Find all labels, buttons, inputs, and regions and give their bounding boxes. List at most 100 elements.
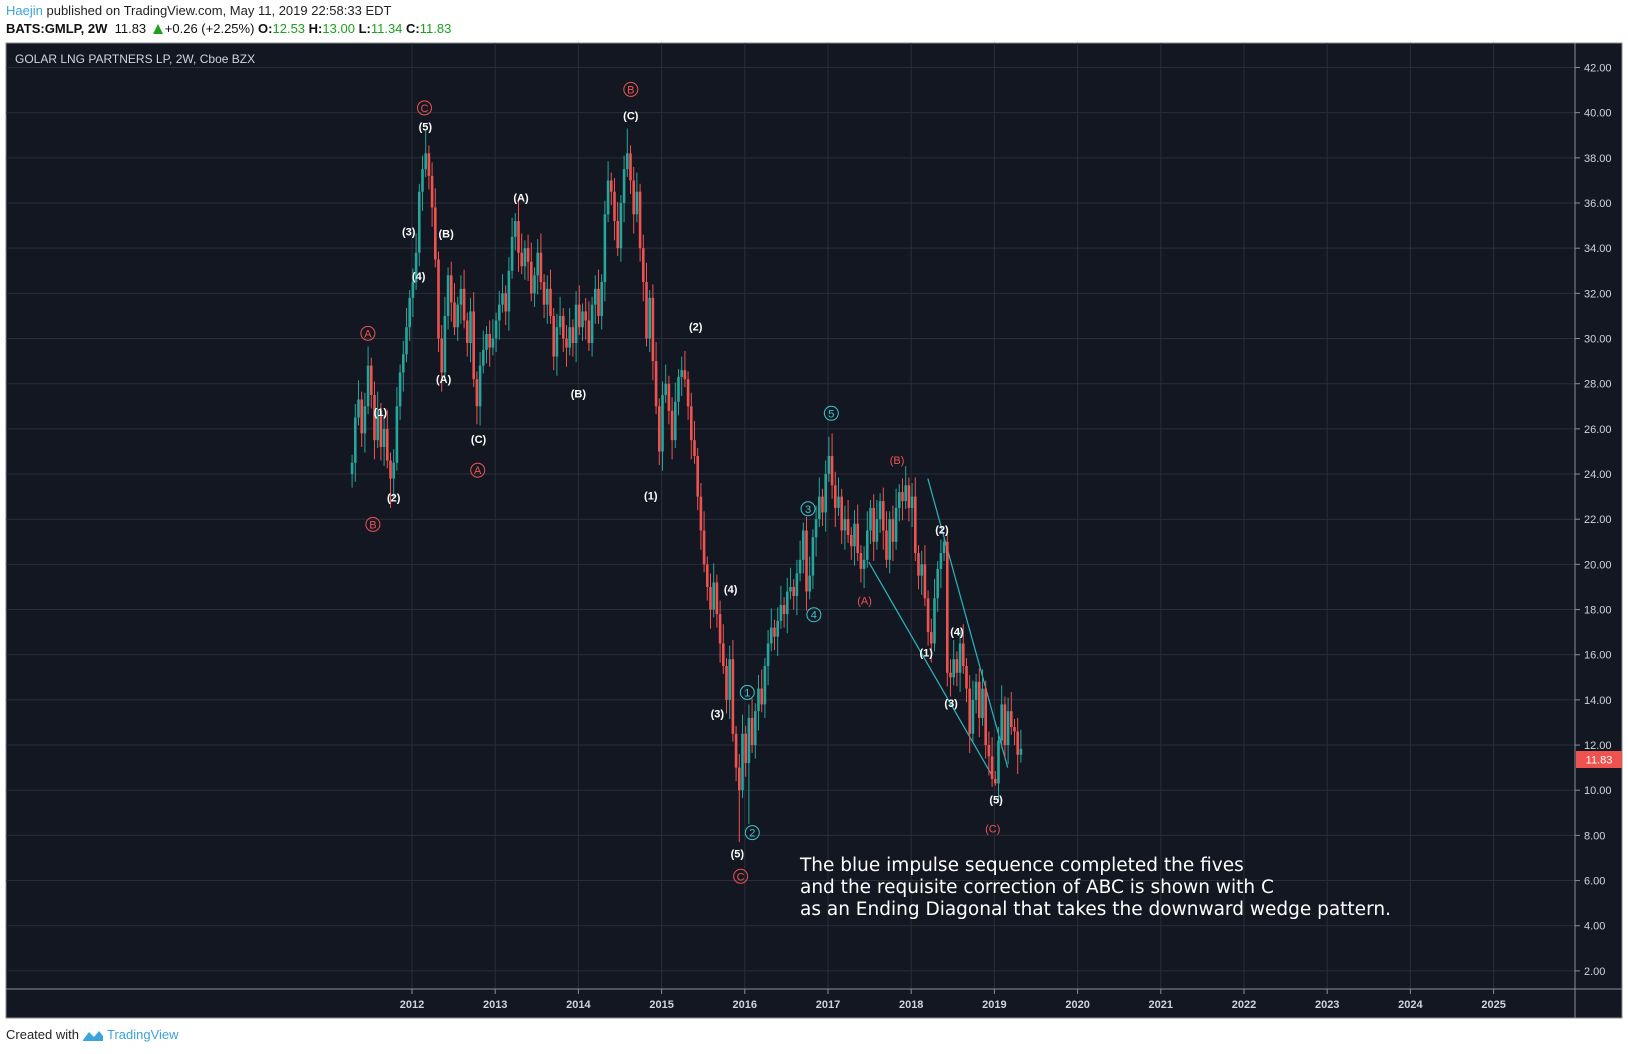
candle-body [894, 507, 898, 542]
price-tick-label: 36.00 [1584, 198, 1612, 210]
candle-body [405, 327, 408, 355]
candle-body [520, 252, 523, 267]
candle [1019, 729, 1023, 763]
author-link[interactable]: Haejin [6, 3, 43, 18]
candle-body [705, 564, 709, 587]
wave-label-text: (4) [724, 584, 738, 596]
candle-body [385, 428, 389, 461]
candle [481, 330, 485, 374]
time-tick-label: 2013 [483, 999, 507, 1011]
candle-body [769, 627, 773, 644]
candle [360, 391, 363, 447]
candle [878, 493, 882, 533]
candle [440, 324, 443, 392]
candle-body [382, 428, 386, 447]
candle-body [494, 320, 498, 339]
price-tick-label: 34.00 [1584, 243, 1612, 255]
candle [523, 240, 527, 280]
candle [421, 155, 424, 211]
candle-body [523, 248, 527, 267]
candle-body [952, 659, 955, 678]
candle [549, 269, 552, 324]
candle-body [933, 598, 936, 644]
symbol: BATS:GMLP, 2W [6, 21, 108, 36]
candle-body [507, 270, 511, 312]
tradingview-link[interactable]: TradingView [106, 1027, 179, 1042]
candle [949, 659, 952, 697]
candle-body [712, 582, 715, 610]
candle [398, 364, 402, 420]
candle-body [645, 282, 648, 339]
candle-body [731, 659, 735, 734]
wave-label: (B) [890, 455, 905, 467]
candle-body [373, 394, 376, 441]
candle [741, 714, 744, 799]
wave-label: 2 [744, 825, 760, 841]
candle [753, 703, 757, 759]
wave-label-text: (3) [711, 708, 725, 720]
candle-body [408, 297, 411, 328]
candle-body [472, 311, 475, 380]
candle [443, 296, 447, 381]
candle [763, 658, 767, 718]
candle [472, 292, 475, 388]
candle [718, 600, 722, 663]
candle [501, 274, 504, 313]
candle [766, 629, 770, 686]
candle [709, 573, 712, 629]
price-tick-label: 8.00 [1584, 830, 1605, 842]
candle [667, 375, 671, 425]
candle-body [699, 496, 703, 531]
candle-body [974, 681, 978, 700]
publish-info: Haejin published on TradingView.com, May… [6, 3, 391, 19]
time-tick-label: 2018 [899, 999, 923, 1011]
candle [581, 303, 584, 341]
candle [392, 449, 395, 498]
candle-body [776, 620, 779, 637]
candle [494, 312, 498, 353]
candle-body [805, 530, 808, 592]
candle-body [1000, 704, 1003, 741]
candle [923, 545, 927, 607]
candle [427, 145, 431, 190]
candle [843, 505, 847, 550]
chart-title: GOLAR LNG PARTNERS LP, 2W, Cboe BZX [15, 52, 255, 66]
time-axis[interactable]: 2012 2013 2014 2015 2016 2017 2018 2019 2020 2021… [400, 989, 1506, 1011]
candle-body [766, 643, 770, 667]
candle-body [830, 455, 834, 486]
time-tick-label: 2014 [566, 999, 591, 1011]
candle [654, 341, 658, 415]
candle-body [437, 259, 440, 339]
candle [872, 494, 875, 561]
wave-label: C [416, 100, 432, 116]
candle [465, 312, 469, 357]
candle-body [443, 315, 447, 373]
candle-body [833, 485, 837, 508]
candle [869, 500, 872, 545]
candle-body [689, 406, 693, 441]
candle-body [923, 564, 927, 599]
candle-body [801, 530, 805, 560]
candle-body [875, 519, 879, 542]
time-tick-label: 2023 [1315, 999, 1339, 1011]
candle-body [526, 248, 530, 262]
candle [673, 382, 677, 449]
candle-body [715, 582, 719, 615]
candle-body [760, 688, 763, 705]
candle [670, 397, 674, 460]
price-axis[interactable]: 2.00 4.00 6.00 8.00 10.00 12.00 14.00 16.00 18.0… [1575, 63, 1612, 978]
candle-body [1006, 711, 1010, 746]
candle [901, 478, 904, 521]
wave-label-circle [823, 405, 839, 421]
wave-label-text: 1 [744, 687, 750, 699]
candle [520, 233, 523, 275]
candle-body [542, 282, 546, 305]
candle [955, 651, 959, 687]
candle-body [465, 320, 469, 344]
candle [424, 130, 427, 178]
candle-body [888, 519, 891, 560]
wave-label-text: A [474, 465, 482, 477]
candle [721, 624, 725, 674]
candle [584, 297, 587, 340]
